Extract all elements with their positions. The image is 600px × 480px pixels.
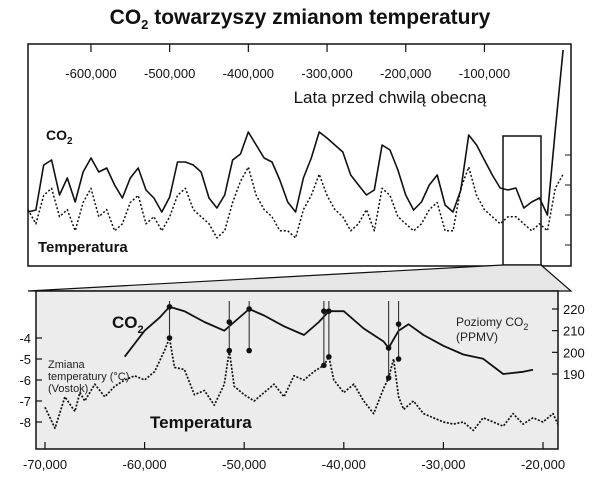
left-axis-label-line-1: Zmiana bbox=[48, 359, 86, 371]
top-co2-series-line bbox=[27, 49, 564, 216]
bottom-temperature-series-line bbox=[44, 337, 559, 432]
right-axis-label-line-2: (PPMV) bbox=[456, 330, 498, 344]
bottom-x-tick-label: -30,000 bbox=[421, 457, 465, 472]
top-x-tick-label: -200,000 bbox=[380, 66, 431, 81]
bottom-right-tick-label: 200 bbox=[563, 345, 585, 360]
bottom-x-tick-label: -50,000 bbox=[222, 457, 266, 472]
title-prefix: CO bbox=[109, 6, 142, 29]
top-series-group bbox=[27, 49, 564, 239]
bottom-left-tick-label: -7 bbox=[19, 394, 31, 409]
co2-peak-dot bbox=[385, 345, 392, 351]
top-temperature-legend-label: Temperatura bbox=[38, 239, 128, 256]
bottom-right-tick-label: 220 bbox=[563, 302, 585, 317]
top-x-tick-label: -300,000 bbox=[301, 66, 352, 81]
temperature-peak-dot bbox=[326, 354, 332, 360]
bottom-left-tick-label: -4 bbox=[19, 331, 31, 346]
bottom-x-tick-label: -60,000 bbox=[123, 457, 167, 472]
temperature-peak-dot bbox=[166, 335, 173, 341]
co2-peak-dot bbox=[226, 319, 233, 325]
left-axis-label-line-3: (Vostok) bbox=[48, 383, 88, 395]
top-x-tick-label: -600,000 bbox=[65, 66, 116, 81]
co2-peak-dot bbox=[246, 306, 252, 312]
top-x-axis-ticks: -600,000 -500,000 -400,000 -300,000 -200,000… bbox=[65, 44, 571, 246]
temperature-peak-dot bbox=[246, 347, 252, 354]
bottom-x-tick-label: -70,000 bbox=[23, 457, 67, 472]
top-x-axis-label: Lata przed chwilą obecną bbox=[294, 88, 487, 107]
temperature-peak-dot bbox=[226, 347, 233, 354]
temperature-peak-dot bbox=[321, 362, 327, 369]
chart-title: CO2 towarzyszy zmianom temperatury bbox=[0, 6, 600, 32]
bottom-right-tick-label: 210 bbox=[563, 324, 585, 339]
right-axis-label-line-1: Poziomy CO2 bbox=[456, 315, 528, 332]
top-co2-legend-label: CO2 bbox=[46, 127, 73, 147]
bottom-left-tick-label: -6 bbox=[19, 373, 31, 388]
bottom-temperature-legend-label: Temperatura bbox=[150, 413, 252, 432]
bottom-alignment-markers bbox=[166, 301, 402, 381]
title-subscript: 2 bbox=[141, 17, 149, 32]
top-x-tick-label: -100,000 bbox=[459, 66, 510, 81]
temperature-peak-dot bbox=[395, 356, 402, 362]
title-suffix: towarzyszy zmianom temperatury bbox=[148, 6, 491, 29]
bottom-left-tick-label: -5 bbox=[19, 352, 31, 367]
bottom-axes-ticks: -70,000 -60,000 -50,000 -40,000 -30,000 -20,0… bbox=[19, 302, 584, 472]
co2-peak-dot bbox=[395, 321, 402, 327]
top-panel-frame bbox=[27, 43, 572, 267]
bottom-co2-legend-label: CO2 bbox=[112, 313, 144, 336]
temperature-peak-dot bbox=[385, 375, 392, 381]
zoom-connector bbox=[27, 264, 573, 292]
top-x-tick-label: -500,000 bbox=[144, 66, 195, 81]
co2-peak-dot bbox=[326, 308, 332, 314]
bottom-left-tick-label: -8 bbox=[19, 415, 31, 430]
bottom-panel-frame bbox=[35, 290, 559, 450]
bottom-right-tick-label: 190 bbox=[563, 367, 585, 382]
bottom-x-tick-label: -40,000 bbox=[322, 457, 366, 472]
bottom-x-tick-label: -20,000 bbox=[521, 457, 565, 472]
top-x-tick-label: -400,000 bbox=[223, 66, 274, 81]
co2-peak-dot bbox=[321, 308, 327, 314]
left-axis-label-line-2: temperatury (°C) bbox=[48, 371, 129, 383]
co2-peak-dot bbox=[166, 304, 173, 310]
